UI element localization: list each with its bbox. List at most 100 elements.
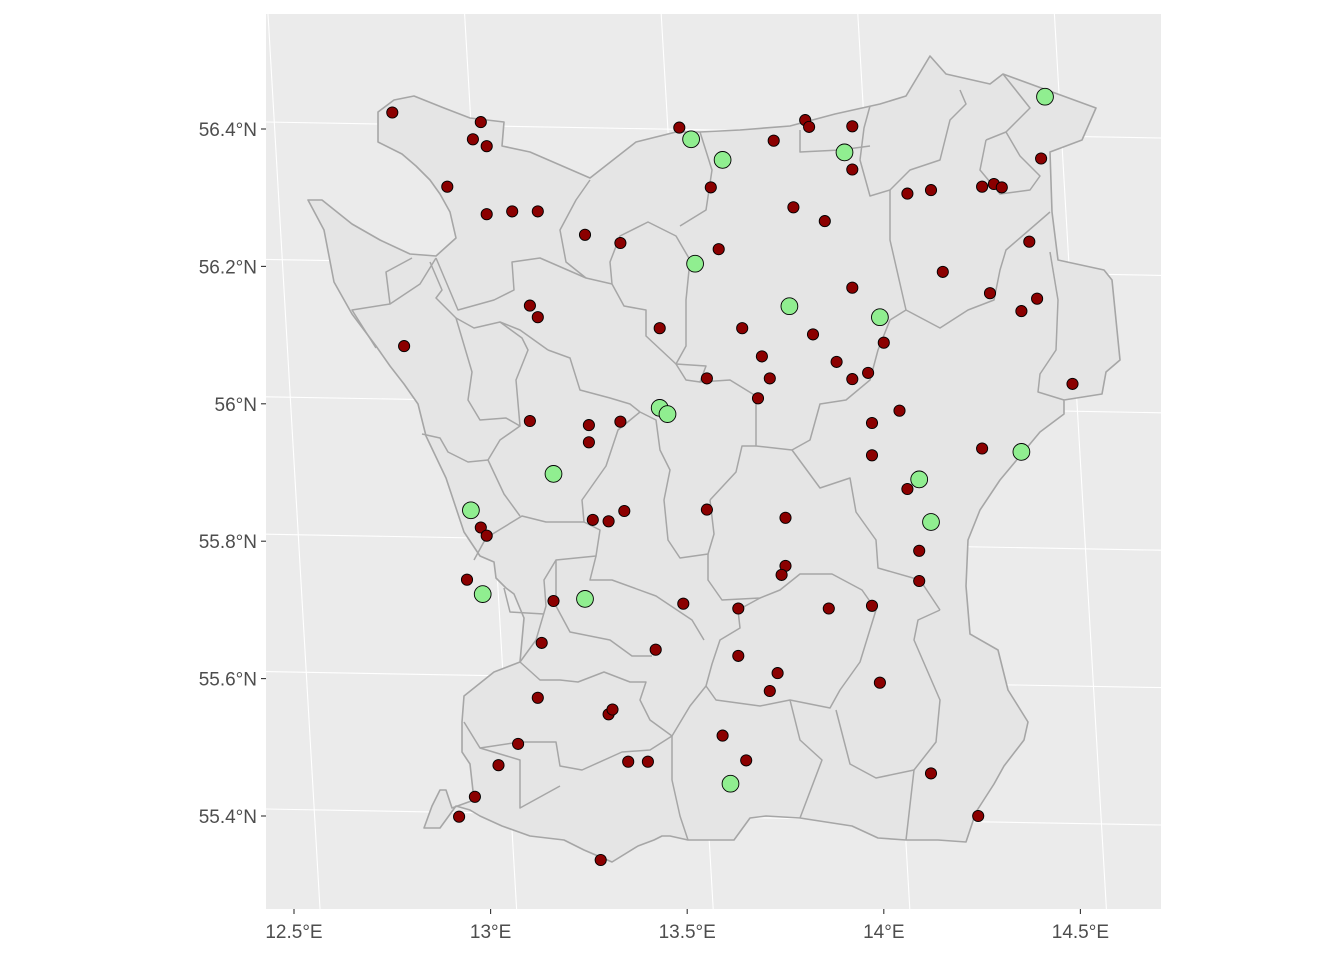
site-point: [649, 643, 662, 656]
site-point: [677, 597, 690, 610]
site-point: [506, 205, 519, 218]
highlight-site-point: [1036, 87, 1054, 106]
site-point: [846, 281, 859, 294]
y-tick-label: 56°N: [215, 395, 257, 416]
y-tick-label: 56.4°N: [199, 120, 257, 141]
site-point: [474, 116, 487, 129]
site-point: [846, 373, 859, 386]
y-tick-label: 55.6°N: [199, 670, 257, 691]
x-tick-label: 13°E: [470, 922, 511, 943]
site-point: [972, 809, 985, 823]
municipality-borders: [351, 73, 1065, 841]
site-point: [1031, 292, 1044, 305]
site-point: [976, 180, 989, 193]
axes: 12.5°E 13°E 13.5°E 14°E 14.5°E 55.4°N 55.6°N 55…: [199, 120, 1109, 943]
site-point: [700, 372, 713, 385]
site-point: [846, 163, 859, 176]
site-point: [704, 181, 717, 194]
highlight-site-point: [1012, 443, 1031, 461]
site-point: [803, 120, 816, 133]
site-point: [622, 755, 635, 768]
highlight-site-point: [658, 405, 677, 423]
y-tick-label: 55.8°N: [199, 532, 257, 553]
site-point: [893, 404, 906, 417]
site-point: [901, 187, 914, 200]
site-point: [818, 215, 831, 228]
site-point: [602, 515, 615, 528]
site-point: [673, 121, 686, 134]
highlight-site-point: [686, 254, 704, 273]
site-point: [779, 511, 792, 524]
y-tick-label: 55.4°N: [199, 807, 257, 828]
site-point: [614, 415, 627, 428]
site-point: [787, 201, 800, 214]
site-point: [523, 414, 536, 428]
site-point: [732, 649, 745, 662]
highlight-site-point: [473, 585, 492, 603]
highlight-site-point: [682, 130, 700, 149]
site-point: [523, 299, 536, 312]
site-point: [531, 691, 544, 704]
highlight-site-point: [871, 308, 889, 327]
site-point: [594, 853, 607, 867]
site-point: [700, 503, 713, 516]
highlight-site-point: [713, 151, 732, 169]
site-point: [531, 311, 544, 324]
site-point: [1066, 377, 1079, 390]
site-point: [865, 599, 879, 612]
site-point: [641, 755, 654, 768]
site-point: [468, 790, 481, 803]
site-point: [865, 416, 879, 430]
x-tick-label: 12.5°E: [265, 922, 322, 943]
site-point: [767, 134, 780, 147]
site-point: [1035, 152, 1048, 165]
site-point: [531, 205, 544, 218]
site-point: [995, 181, 1008, 194]
region-map: [307, 55, 1121, 863]
site-point: [441, 180, 454, 193]
site-point: [586, 513, 599, 526]
site-point: [846, 120, 859, 133]
site-point: [913, 574, 926, 588]
site-point: [716, 729, 729, 742]
site-point: [453, 810, 466, 823]
site-point: [865, 449, 879, 462]
site-point: [775, 568, 788, 581]
meridian-gridline: [267, 13, 321, 910]
site-point: [653, 322, 666, 335]
site-point: [983, 287, 997, 300]
site-point: [578, 228, 592, 241]
highlight-site-point: [576, 590, 594, 608]
site-point: [806, 328, 820, 341]
site-point: [936, 265, 949, 278]
site-point: [822, 602, 835, 615]
y-tick-label: 56.2°N: [199, 257, 257, 278]
site-point: [830, 355, 843, 368]
site-point: [582, 436, 595, 449]
highlight-site-point: [462, 501, 480, 520]
x-tick-label: 14.5°E: [1052, 922, 1109, 943]
site-point: [924, 767, 938, 780]
site-point: [480, 140, 493, 153]
site-point: [712, 243, 725, 256]
site-point: [877, 336, 890, 349]
site-point: [913, 544, 926, 557]
site-point: [606, 703, 619, 716]
site-point: [763, 372, 776, 385]
site-point: [547, 594, 560, 608]
site-point: [386, 106, 399, 119]
site-point: [1023, 235, 1036, 248]
site-point: [862, 366, 875, 379]
site-point: [740, 754, 753, 767]
site-point: [614, 236, 627, 250]
highlight-site-point: [910, 470, 929, 489]
point-layer: [386, 87, 1079, 867]
site-point: [492, 759, 505, 772]
site-point: [732, 602, 745, 615]
site-point: [582, 419, 595, 432]
site-point: [512, 737, 525, 750]
site-point: [1015, 305, 1028, 318]
highlight-site-point: [780, 297, 799, 316]
site-point: [755, 350, 768, 363]
